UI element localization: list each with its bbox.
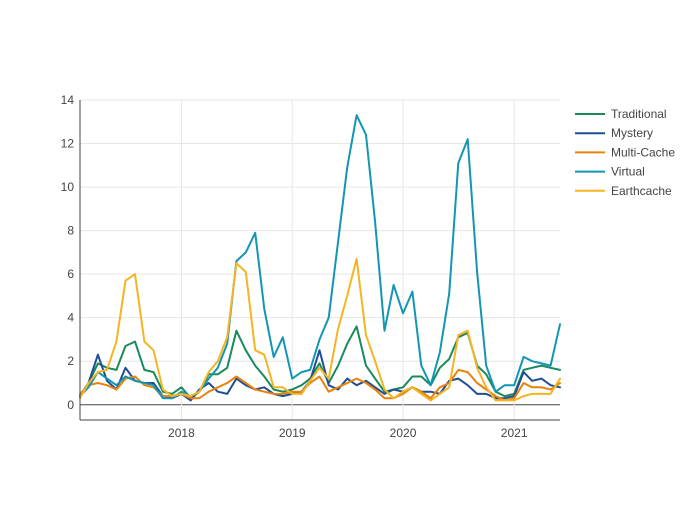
plot-area [79,114,561,402]
legend-item-multi-cache[interactable]: Multi-Cache [575,145,675,159]
legend-item-traditional[interactable]: Traditional [575,107,667,121]
legend-item-virtual[interactable]: Virtual [575,165,645,179]
series-line-earthcache [79,257,561,402]
series-line-traditional [79,325,561,400]
x-tick-label: 2019 [279,426,306,440]
x-tick-label: 2021 [501,426,528,440]
legend-label: Virtual [611,165,645,179]
y-tick-label: 4 [67,311,74,325]
grid [80,99,560,420]
y-tick-label: 8 [67,224,74,238]
x-tick-label: 2018 [168,426,195,440]
series-line-mystery [79,349,561,402]
x-tick-label: 2020 [390,426,417,440]
y-tick-label: 0 [67,398,74,412]
series-line-virtual [79,114,561,400]
legend-label: Traditional [611,107,667,121]
legend-label: Earthcache [611,184,672,198]
axes: 0 2 4 6 8 10 12 14 2018 2019 2020 2021 [61,93,560,440]
legend-item-mystery[interactable]: Mystery [575,126,653,140]
y-tick-label: 2 [67,354,74,368]
legend-item-earthcache[interactable]: Earthcache [575,184,672,198]
y-tick-label: 6 [67,267,74,281]
legend[interactable]: Traditional Mystery Multi-Cache Virtual Eart… [575,107,675,198]
y-tick-label: 10 [61,180,75,194]
y-tick-label: 12 [61,137,75,151]
y-tick-label: 14 [61,93,75,107]
legend-label: Multi-Cache [611,145,675,159]
legend-label: Mystery [611,126,653,140]
